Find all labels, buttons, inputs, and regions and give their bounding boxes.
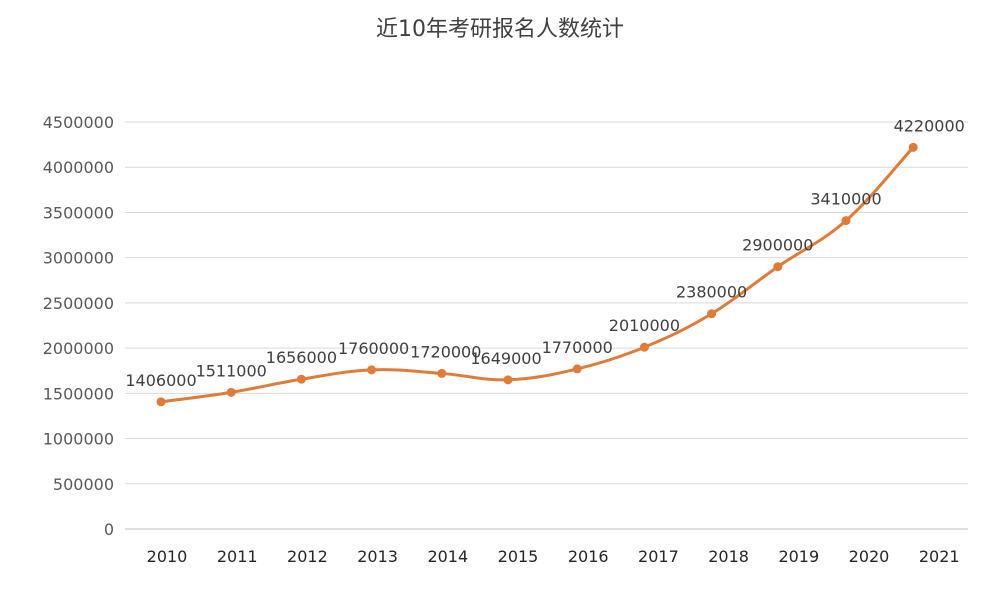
data-point: [503, 375, 513, 385]
y-tick-label: 3000000: [43, 249, 114, 268]
y-tick-label: 1500000: [43, 384, 114, 403]
x-tick-label: 2020: [849, 547, 890, 566]
data-point: [773, 262, 783, 272]
data-label: 1511000: [196, 361, 267, 380]
data-label: 1720000: [410, 342, 481, 361]
data-label: 2900000: [742, 236, 813, 255]
x-tick-label: 2017: [638, 547, 679, 566]
y-tick-label: 4000000: [43, 158, 114, 177]
y-tick-label: 2000000: [43, 339, 114, 358]
data-label: 2380000: [676, 283, 747, 302]
data-point: [707, 309, 717, 319]
x-tick-label: 2014: [427, 547, 468, 566]
data-point: [296, 374, 306, 384]
y-tick-label: 500000: [53, 475, 114, 494]
x-tick-label: 2013: [357, 547, 398, 566]
x-tick-label: 2010: [147, 547, 188, 566]
data-label: 2010000: [609, 316, 680, 335]
data-point: [908, 142, 918, 152]
x-tick-label: 2015: [498, 547, 539, 566]
data-point: [156, 397, 166, 407]
data-point: [639, 342, 649, 352]
x-tick-label: 2012: [287, 547, 328, 566]
data-point: [572, 364, 582, 374]
x-tick-label: 2018: [708, 547, 749, 566]
x-tick-label: 2011: [217, 547, 258, 566]
y-tick-label: 3500000: [43, 203, 114, 222]
y-axis-ticks: 0 500000 1000000 1500000 2000000 2500000 30000…: [43, 113, 114, 539]
data-label: 3410000: [810, 190, 881, 209]
data-point: [841, 216, 851, 226]
y-tick-label: 4500000: [43, 113, 114, 132]
chart-title: 近10年考研报名人数统计: [376, 17, 624, 42]
y-tick-label: 2500000: [43, 294, 114, 313]
data-label: 1649000: [470, 349, 541, 368]
y-tick-label: 0: [104, 520, 114, 539]
y-tick-label: 1000000: [43, 430, 114, 449]
x-axis-ticks: 2010 2011 2012 2013 2014 2015 2016 2017 2018 2019…: [147, 547, 960, 566]
x-tick-label: 2021: [919, 547, 960, 566]
data-label: 1770000: [542, 338, 613, 357]
data-points: [156, 142, 918, 407]
data-point: [226, 387, 236, 397]
data-label: 1656000: [266, 348, 337, 367]
x-tick-label: 2016: [568, 547, 609, 566]
x-tick-label: 2019: [778, 547, 819, 566]
gridlines: [125, 121, 968, 530]
data-label: 1760000: [338, 339, 409, 358]
data-point: [367, 365, 377, 375]
data-point: [437, 368, 447, 378]
data-label: 1406000: [125, 371, 196, 390]
data-label: 4220000: [894, 116, 965, 135]
